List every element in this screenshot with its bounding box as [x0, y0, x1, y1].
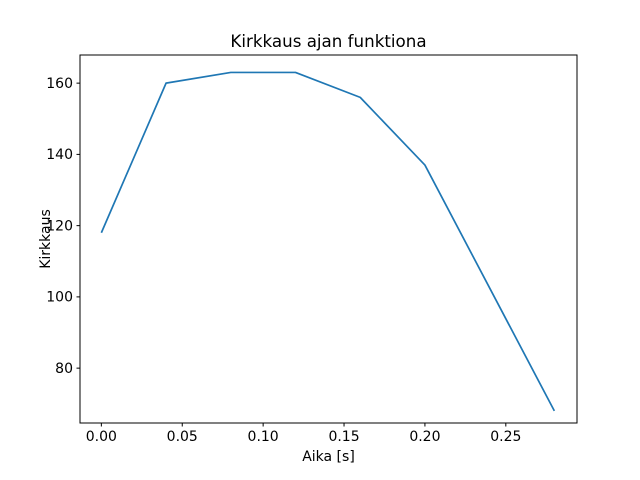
- x-tick-label: 0.20: [409, 429, 440, 445]
- x-ticks-group: [100, 423, 507, 427]
- y-tick-label: 140: [46, 147, 73, 163]
- x-tick-label: 0.00: [86, 429, 117, 445]
- plot-area: [80, 55, 577, 423]
- y-tick-label: 120: [46, 218, 73, 234]
- axes-frame: [79, 54, 578, 424]
- y-tick-label: 80: [55, 361, 73, 377]
- x-tick-label: 0.05: [167, 429, 198, 445]
- x-axis-label: Aika [s]: [302, 449, 355, 465]
- x-tick-label: 0.15: [328, 429, 359, 445]
- x-tick-label: 0.10: [248, 429, 279, 445]
- y-tick-label: 100: [46, 290, 73, 306]
- y-axis-label: Kirkkaus: [38, 209, 54, 269]
- y-tick-labels: 80 100 120 140 160: [46, 76, 73, 377]
- y-tick-label: 160: [46, 76, 73, 92]
- x-tick-label: 0.25: [490, 429, 521, 445]
- y-ticks-group: [76, 82, 80, 369]
- chart-title: Kirkkaus ajan funktiona: [230, 31, 426, 51]
- data-line: [100, 71, 556, 412]
- x-tick-labels: 0.00 0.05 0.10 0.15 0.20 0.25: [86, 429, 522, 445]
